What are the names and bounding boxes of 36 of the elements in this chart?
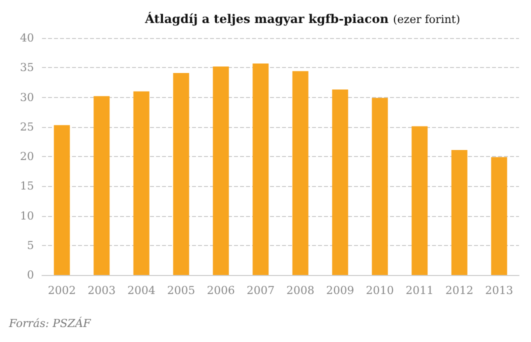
x-tick-label: 2003 <box>88 284 116 297</box>
text: Forrás: PSZÁF <box>8 316 92 330</box>
x-tick-label: 2004 <box>127 284 156 297</box>
y-tick-label: 30 <box>20 90 34 104</box>
bar <box>133 91 150 275</box>
bar <box>451 150 468 275</box>
y-tick-label: 20 <box>20 150 34 163</box>
bar <box>372 98 388 275</box>
x-tick-label: 2011 <box>406 284 434 297</box>
x-tick-label: 2005 <box>167 284 196 297</box>
bar <box>412 126 428 275</box>
x-tick-label: 2007 <box>246 284 275 297</box>
y-tick-label: 5 <box>27 238 34 252</box>
y-tick-label: 10 <box>20 209 34 222</box>
y-tick-label: 0 <box>27 268 34 282</box>
bar <box>94 96 110 275</box>
x-tick-label: 2009 <box>326 284 354 297</box>
chart-subtitle: (ezer forint) <box>393 13 460 26</box>
bar <box>292 71 308 275</box>
x-tick-label: 2012 <box>445 284 474 297</box>
bar <box>491 157 508 275</box>
bar <box>212 66 229 275</box>
bar <box>252 63 269 275</box>
x-tick-label: 2013 <box>485 284 514 297</box>
y-tick-label: 35 <box>20 61 34 74</box>
x-tick-label: 2010 <box>366 284 394 297</box>
x-tick-label: 2008 <box>286 284 314 297</box>
bar <box>54 125 70 275</box>
y-tick-label: 40 <box>20 32 34 44</box>
bar <box>173 72 190 275</box>
y-tick-label: 15 <box>20 180 34 193</box>
bar <box>332 90 348 275</box>
chart-title: Átlagdíj a teljes magyar kgfb-piacon <box>144 11 389 26</box>
x-tick-label: 2006 <box>206 284 235 297</box>
y-tick-label: 25 <box>20 120 34 134</box>
x-tick-label: 2002 <box>48 284 76 297</box>
